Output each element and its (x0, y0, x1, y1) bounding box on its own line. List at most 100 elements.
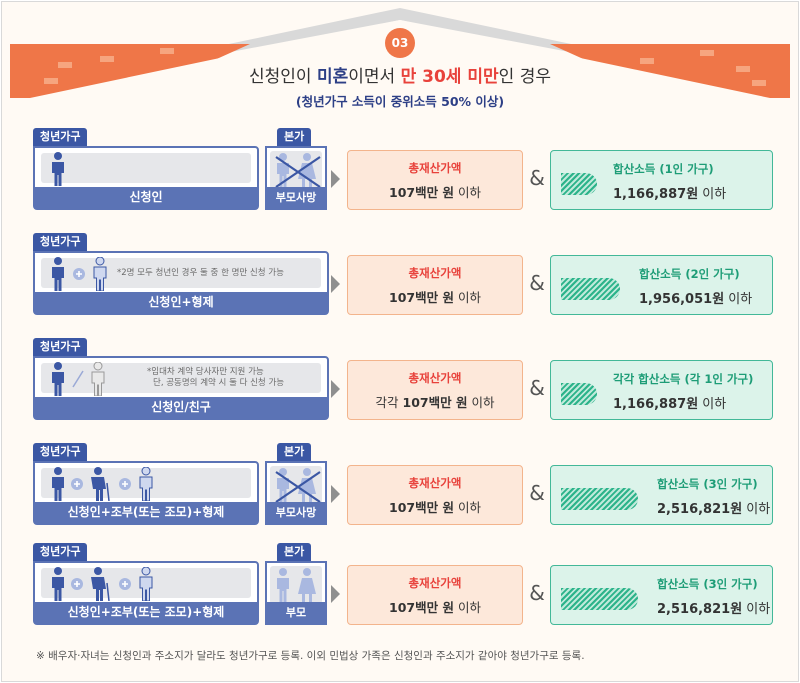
arrow-right-icon (331, 275, 340, 293)
youth-household-box: *임대차 계약 당사자만 지원 가능 단, 공동명의 계약 시 둘 다 신청 가… (33, 356, 329, 420)
parent-members (270, 151, 322, 189)
young-person-icon (52, 362, 64, 396)
page-subtitle: (청년가구 소득이 중위소득 50% 이상) (295, 94, 505, 109)
case-row-2: 청년가구 *2명 모두 청년인 경우 둘 중 한 명만 신청 가능 신청인+형제… (33, 233, 773, 315)
asset-title: 총재산가액 (408, 371, 462, 385)
youth-members (41, 467, 251, 501)
sibling-icon (93, 257, 107, 291)
sibling-icon (139, 467, 153, 501)
parents-icon (277, 568, 316, 602)
deceased-parents-icon (275, 468, 321, 503)
slash-divider (72, 370, 84, 388)
income-value: 1,166,887원 이하 (613, 397, 727, 412)
young-person-icon (52, 152, 64, 186)
youth-household-label: 신청인/친구 (35, 397, 327, 418)
income-value: 2,516,821원 이하 (657, 602, 771, 617)
young-person-icon (52, 257, 64, 291)
income-title: 합산소득 (1인 가구) (613, 162, 714, 176)
income-value: 1,166,887원 이하 (613, 187, 727, 202)
youth-household-box: 신청인+조부(또는 조모)+형제 (33, 461, 259, 525)
plus-icon (73, 268, 85, 280)
asset-value: 107백만 원 이하 (389, 290, 481, 305)
asset-criteria-box: 총재산가액 107백만 원 이하 (347, 150, 523, 210)
youth-household-tag: 청년가구 (33, 443, 88, 461)
asset-title: 총재산가액 (408, 576, 462, 590)
arrow-right-icon (331, 380, 340, 398)
youth-household-tag: 청년가구 (33, 233, 88, 251)
note-line-2: 단, 공동명의 계약 시 둘 다 신청 가능 (153, 378, 285, 388)
income-criteria-box: 각각 합산소득 (각 1인 가구) 1,166,887원 이하 (550, 360, 773, 420)
young-person-icon (52, 567, 64, 601)
asset-title: 총재산가액 (408, 266, 462, 280)
case-row-4: 청년가구 신청인+조부(또는 조모)+형제 본가 부모사망 총재산가액 107백… (33, 443, 773, 525)
income-value: 2,516,821원 이하 (657, 502, 771, 517)
parent-home-label: 부모 (267, 602, 325, 623)
income-title: 합산소득 (3인 가구) (657, 577, 758, 591)
parent-home-label: 부모사망 (267, 187, 325, 208)
section-number-badge: 03 (385, 28, 415, 58)
asset-criteria-box: 총재산가액 107백만 원 이하 (347, 465, 523, 525)
youth-members (41, 152, 251, 186)
parent-members (270, 466, 322, 504)
roof-illustration (10, 8, 790, 108)
income-bar (561, 488, 638, 510)
page-title: 신청인이 미혼이면서 만 30세 미만인 경우 (249, 67, 551, 87)
income-title: 합산소득 (2인 가구) (639, 267, 740, 281)
youth-household-box: 신청인 (33, 146, 259, 210)
asset-criteria-box: 총재산가액 107백만 원 이하 (347, 255, 523, 315)
note-line-1: *임대차 계약 당사자만 지원 가능 (147, 367, 264, 377)
plus-icon (119, 578, 131, 590)
parent-home-label: 부모사망 (267, 502, 325, 523)
youth-household-box: 신청인+조부(또는 조모)+형제 (33, 561, 259, 625)
ampersand: & (529, 271, 545, 295)
income-criteria-box: 합산소득 (2인 가구) 1,956,051원 이하 (550, 255, 773, 315)
ampersand: & (529, 481, 545, 505)
income-title: 합산소득 (3인 가구) (657, 477, 758, 491)
arrow-right-icon (331, 585, 340, 603)
ampersand: & (529, 166, 545, 190)
youth-household-tag: 청년가구 (33, 338, 88, 356)
income-value: 1,956,051원 이하 (639, 292, 753, 307)
asset-title: 총재산가액 (408, 161, 462, 175)
arrow-right-icon (331, 485, 340, 503)
parent-home-tag: 본가 (277, 543, 312, 561)
case-row-1: 청년가구 신청인 본가 부모사망 총재산가액 107백만 원 이하 & 합산소득… (33, 128, 773, 210)
youth-members: *임대차 계약 당사자만 지원 가능 단, 공동명의 계약 시 둘 다 신청 가… (41, 362, 321, 396)
household-note: *2명 모두 청년인 경우 둘 중 한 명만 신청 가능 (117, 268, 284, 278)
parent-home-tag: 본가 (277, 128, 312, 146)
youth-household-label: 신청인 (35, 187, 257, 208)
case-row-5: 청년가구 신청인+조부(또는 조모)+형제 본가 부모 총재산가액 107백만 … (33, 543, 773, 625)
income-bar (561, 588, 638, 610)
friend-icon (91, 362, 105, 396)
youth-members: *2명 모두 청년인 경우 둘 중 한 명만 신청 가능 (41, 257, 321, 291)
youth-members (41, 567, 251, 601)
arrow-right-icon (331, 170, 340, 188)
asset-value: 각각 107백만 원 이하 (375, 395, 495, 410)
asset-criteria-box: 총재산가액 각각 107백만 원 이하 (347, 360, 523, 420)
case-row-3: 청년가구 *임대차 계약 당사자만 지원 가능 단, 공동명의 계약 시 둘 다… (33, 338, 773, 420)
plus-icon (71, 578, 83, 590)
income-bar (561, 278, 620, 300)
youth-household-label: 신청인+조부(또는 조모)+형제 (35, 502, 257, 523)
youth-household-label: 신청인+조부(또는 조모)+형제 (35, 602, 257, 623)
young-person-icon (52, 467, 64, 501)
income-bar (561, 173, 597, 195)
deceased-parents-icon (275, 153, 321, 188)
asset-value: 107백만 원 이하 (389, 500, 481, 515)
income-bar (561, 383, 597, 405)
parent-home-box: 부모사망 (265, 461, 327, 525)
parent-home-tag: 본가 (277, 443, 312, 461)
youth-household-tag: 청년가구 (33, 128, 88, 146)
parent-home-box: 부모사망 (265, 146, 327, 210)
plus-icon (119, 478, 131, 490)
grandparent-icon (90, 567, 110, 601)
income-criteria-box: 합산소득 (3인 가구) 2,516,821원 이하 (550, 465, 773, 525)
youth-household-label: 신청인+형제 (35, 292, 327, 313)
grandparent-icon (90, 467, 110, 501)
ampersand: & (529, 581, 545, 605)
household-note: *임대차 계약 당사자만 지원 가능 단, 공동명의 계약 시 둘 다 신청 가… (147, 367, 284, 389)
asset-title: 총재산가액 (408, 476, 462, 490)
income-title: 각각 합산소득 (각 1인 가구) (613, 372, 754, 386)
asset-value: 107백만 원 이하 (389, 185, 481, 200)
sibling-icon (139, 567, 153, 601)
